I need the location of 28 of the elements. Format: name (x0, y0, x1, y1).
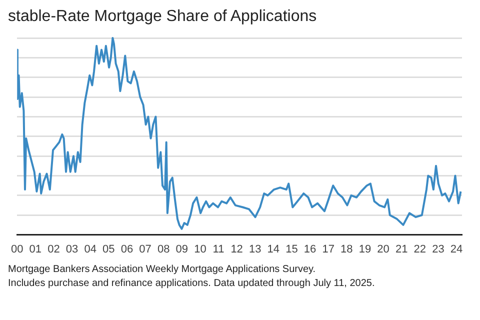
x-tick-label: 04 (84, 243, 96, 256)
x-tick-label: 11 (212, 243, 224, 256)
x-tick-label: 13 (248, 243, 262, 256)
x-tick-label: 23 (432, 243, 444, 256)
x-tick-label: 08 (157, 243, 170, 256)
x-tick-label: 01 (29, 243, 42, 256)
x-tick-label: 02 (48, 243, 60, 256)
x-tick-label: 14 (267, 243, 280, 256)
x-tick-label: 19 (358, 243, 372, 256)
x-tick-label: 06 (120, 243, 134, 256)
x-tick-label: 15 (286, 243, 298, 256)
x-tick-label: 16 (304, 243, 316, 256)
x-tick-label: 09 (176, 243, 188, 256)
x-tick-label: 20 (377, 243, 390, 256)
x-tick-label: 03 (66, 243, 78, 256)
text: Mortgage Bankers Association Weekly Mortgage Applications Survey. (8, 263, 317, 277)
x-tick-label: 24 (450, 243, 463, 256)
chart-title: stable-Rate Mortgage Share of Applications (8, 8, 318, 26)
x-tick-label: 22 (414, 243, 426, 256)
x-tick-label: 17 (322, 243, 334, 256)
text: Includes purchase and refinance applications. Data updated through July 11, 2025. (8, 277, 376, 291)
x-tick-label: 18 (340, 243, 353, 256)
x-tick-label: 10 (194, 243, 206, 256)
x-tick-label: 00 (10, 243, 24, 256)
x-tick-label: 05 (102, 243, 115, 256)
x-tick-label: 12 (230, 243, 243, 256)
x-tick-label: 07 (139, 243, 152, 256)
x-tick-label: 21 (395, 243, 408, 256)
